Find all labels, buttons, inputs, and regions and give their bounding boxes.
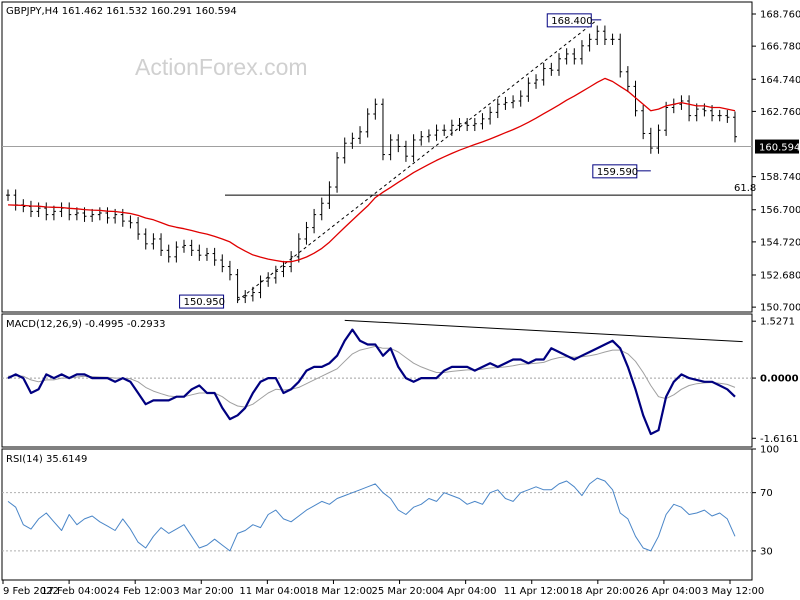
- y-tick-label: 100: [760, 445, 779, 456]
- x-tick-label: 3 Mar 20:00: [173, 586, 233, 597]
- macd-header: MACD(12,26,9) -0.4995 -0.2933: [6, 319, 166, 330]
- macd-plot: [2, 319, 752, 436]
- x-tick-label: 25 Mar 20:00: [372, 586, 439, 597]
- x-tick-label: 26 Apr 04:00: [636, 586, 701, 597]
- current-price-label: 160.594: [759, 143, 800, 154]
- y-tick-label: 158.740: [760, 172, 800, 183]
- y-tick-label: 152.680: [760, 270, 800, 281]
- price-plot: 61.8 168.400 159.590 150.950: [2, 13, 756, 309]
- y-tick-label: 1.5271: [760, 317, 795, 328]
- x-tick-label: 9 Feb 2022: [3, 586, 59, 597]
- x-tick-label: 24 Feb 12:00: [107, 586, 173, 597]
- rsi-panel: RSI(14) 35.6149 100 70 30: [1, 445, 779, 581]
- macd-signal-line: [7, 345, 736, 408]
- price-y-axis: 150.700 152.680 154.720 156.700 158.740 162.7…: [752, 10, 800, 314]
- price-label: 159.590: [597, 167, 638, 178]
- rsi-header: RSI(14) 35.6149: [6, 454, 87, 465]
- price-panel: ActionForex.com GBPJPY,H4 161.462 161.53…: [1, 1, 800, 314]
- y-tick-label: 0.0000: [760, 374, 799, 385]
- x-tick-label: 18 Mar 12:00: [305, 586, 372, 597]
- macd-trendline: [344, 319, 743, 343]
- price-label-box: [179, 294, 225, 309]
- y-tick-label: 156.700: [760, 205, 800, 216]
- rsi-plot: [2, 477, 752, 552]
- rsi-y-axis: 100 70 30: [752, 445, 779, 557]
- price-label: 168.400: [551, 16, 592, 27]
- price-label: 150.950: [184, 297, 225, 308]
- trendline-dashed: [237, 19, 598, 302]
- x-tick-label: 4 Apr 04:00: [438, 586, 497, 597]
- y-tick-label: 166.780: [760, 42, 800, 53]
- macd-panel: MACD(12,26,9) -0.4995 -0.2933 1.5271 0.00…: [1, 313, 799, 448]
- price-header: GBPJPY,H4 161.462 161.532 160.291 160.59…: [6, 6, 237, 17]
- fib-618-label: 61.8: [734, 183, 756, 194]
- rsi-line: [7, 477, 736, 552]
- y-tick-label: 154.720: [760, 237, 800, 248]
- x-tick-label: 11 Apr 12:00: [504, 586, 569, 597]
- y-tick-label: 70: [760, 488, 773, 499]
- x-tick-label: 18 Apr 20:00: [570, 586, 635, 597]
- x-tick-label: 17 Feb 04:00: [41, 586, 107, 597]
- macd-line: [7, 328, 736, 436]
- x-tick-label: 3 May 12:00: [702, 586, 764, 597]
- y-tick-label: 164.740: [760, 75, 800, 86]
- macd-y-axis: 1.5271 0.0000 -1.6161: [752, 317, 799, 445]
- y-tick-label: -1.6161: [760, 434, 799, 445]
- y-tick-label: 162.760: [760, 107, 800, 118]
- x-tick-label: 11 Mar 04:00: [239, 586, 306, 597]
- y-tick-label: 168.760: [760, 10, 800, 21]
- y-tick-label: 30: [760, 546, 773, 557]
- current-price-box: [755, 139, 799, 154]
- moving-average-line: [7, 77, 736, 263]
- y-tick-label: 150.700: [760, 303, 800, 314]
- watermark: ActionForex.com: [135, 54, 308, 80]
